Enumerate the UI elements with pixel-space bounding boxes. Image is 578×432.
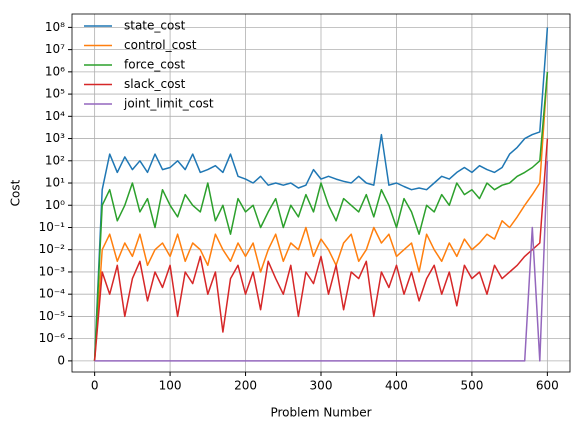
series-line (93, 71, 549, 361)
y-tick-label: 10⁴ (45, 109, 65, 123)
x-tick-label: 0 (91, 379, 99, 393)
y-tick-label: 10⁻⁶ (39, 331, 66, 345)
legend: state_cost control_cost force_cost slack_co… (84, 19, 214, 111)
series-line (93, 27, 549, 361)
y-tick-label: 0 (57, 353, 65, 367)
x-tick-label: 500 (460, 379, 483, 393)
x-tick-label: 100 (159, 379, 182, 393)
y-tick-label: 10⁸ (45, 20, 65, 34)
x-tick-label: 200 (234, 379, 257, 393)
y-tick-label: 10³ (45, 131, 65, 145)
series-line (94, 160, 549, 362)
legend-label: joint_limit_cost (123, 97, 214, 111)
y-tick-label: 10⁻⁴ (39, 287, 66, 301)
legend-label: control_cost (124, 38, 197, 52)
y-axis-label: Cost (9, 179, 23, 206)
y-tick-label: 10⁵ (45, 87, 65, 101)
x-axis-label: Problem Number (270, 406, 371, 420)
y-tick-label: 10⁰ (45, 198, 65, 212)
y-tick-label: 10⁻¹ (39, 220, 66, 234)
x-tick-label: 600 (536, 379, 559, 393)
legend-label: state_cost (124, 19, 186, 33)
x-tick-label: 300 (310, 379, 333, 393)
y-tick-label: 10² (45, 153, 65, 167)
y-tick-label: 10⁷ (45, 42, 65, 56)
series-line (93, 71, 549, 361)
y-tick-label: 10⁻³ (39, 264, 66, 278)
y-tick-label: 10¹ (45, 176, 65, 190)
y-tick-label: 10⁻² (39, 242, 66, 256)
legend-label: force_cost (124, 58, 185, 72)
y-tick-label: 10⁻⁵ (39, 309, 66, 323)
legend-label: slack_cost (124, 77, 186, 91)
series-line (93, 138, 549, 361)
plot-frame (71, 13, 571, 373)
x-tick-label: 400 (385, 379, 408, 393)
y-tick-label: 10⁶ (45, 64, 65, 78)
